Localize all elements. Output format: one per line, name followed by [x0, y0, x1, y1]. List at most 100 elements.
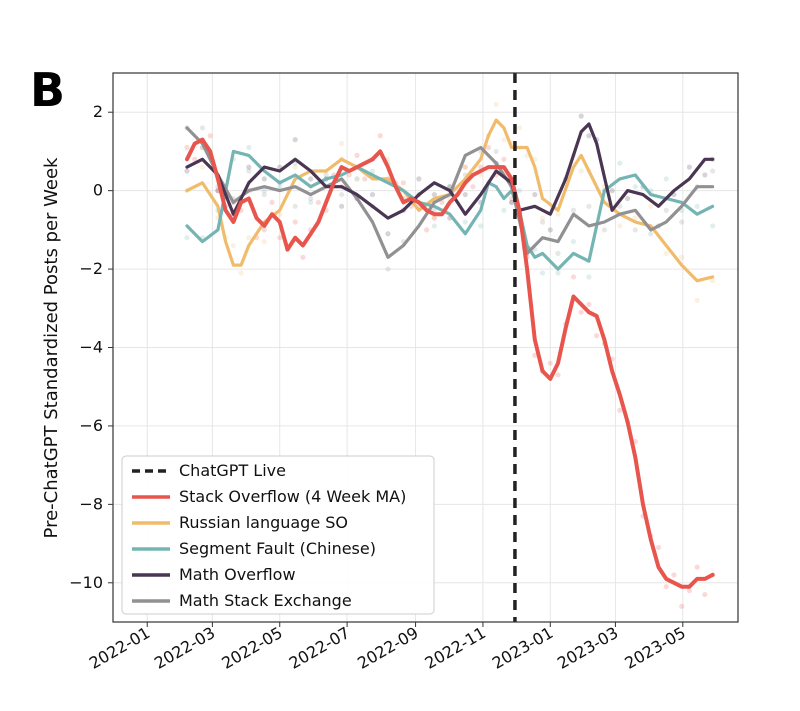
raw-point	[493, 101, 499, 107]
raw-point	[663, 207, 669, 213]
raw-point	[570, 207, 577, 213]
series-line-0	[185, 137, 715, 589]
raw-point	[230, 242, 236, 249]
raw-point	[624, 195, 631, 202]
raw-point	[617, 203, 623, 209]
x-tick-label: 2023-01	[489, 623, 556, 673]
legend-label: ChatGPT Live	[179, 461, 286, 480]
raw-point	[354, 152, 360, 158]
raw-point	[632, 215, 638, 221]
raw-point	[609, 188, 615, 194]
raw-point	[192, 156, 198, 162]
raw-point	[308, 176, 314, 182]
raw-point	[601, 227, 607, 233]
raw-point	[478, 223, 484, 229]
legend-label: Stack Overflow (4 Week MA)	[179, 487, 406, 506]
raw-point	[300, 254, 306, 260]
raw-point	[694, 203, 700, 209]
raw-point	[292, 164, 298, 170]
raw-point	[663, 176, 669, 182]
legend-label: Math Stack Exchange	[179, 591, 352, 610]
raw-point	[555, 372, 561, 378]
raw-point	[686, 164, 693, 170]
raw-point	[439, 199, 445, 206]
raw-point	[555, 270, 561, 276]
raw-point	[462, 164, 468, 170]
raw-point	[308, 199, 314, 206]
y-tick-label: 0	[93, 181, 103, 200]
raw-point	[632, 184, 638, 190]
raw-point	[702, 172, 708, 178]
y-tick-label: 2	[93, 102, 103, 121]
raw-point	[354, 176, 360, 182]
raw-point	[710, 223, 716, 229]
raw-point	[277, 184, 283, 190]
raw-point	[246, 235, 252, 241]
raw-point	[369, 168, 376, 174]
raw-point	[671, 572, 677, 578]
raw-point	[632, 227, 638, 233]
raw-point	[694, 564, 700, 570]
raw-point	[539, 270, 546, 276]
y-tick-label: −10	[69, 573, 103, 592]
raw-point	[663, 584, 669, 590]
raw-point	[338, 140, 345, 147]
raw-point	[555, 211, 561, 217]
raw-point	[586, 133, 592, 139]
series-line-3	[185, 122, 715, 220]
raw-point	[509, 199, 515, 206]
raw-point	[547, 227, 553, 233]
raw-point	[431, 223, 437, 229]
raw-point	[485, 144, 492, 151]
raw-point	[338, 191, 345, 198]
raw-point	[261, 191, 267, 198]
raw-point	[277, 235, 283, 241]
raw-point	[246, 144, 252, 151]
raw-point	[377, 133, 383, 139]
legend-label: Segment Fault (Chinese)	[179, 539, 376, 558]
raw-point	[338, 203, 345, 209]
raw-point	[246, 164, 252, 170]
raw-point	[702, 591, 708, 598]
x-tick-label: 2022-07	[286, 623, 353, 673]
raw-point	[594, 333, 600, 339]
raw-point	[199, 164, 206, 170]
y-tick-label: −2	[79, 259, 103, 278]
raw-point	[648, 231, 654, 237]
raw-point	[369, 191, 376, 198]
raw-point	[617, 160, 623, 166]
raw-point	[362, 176, 368, 182]
raw-point	[710, 168, 716, 174]
raw-point	[547, 360, 553, 366]
raw-point	[679, 603, 685, 609]
raw-point	[679, 219, 685, 225]
raw-point	[269, 199, 275, 206]
x-tick-label: 2023-05	[621, 623, 688, 673]
x-tick-label: 2022-11	[422, 623, 489, 673]
raw-point	[555, 250, 561, 256]
y-tick-label: −8	[79, 494, 103, 513]
raw-point	[292, 203, 298, 209]
raw-point	[516, 125, 522, 131]
x-tick-label: 2022-03	[151, 623, 218, 673]
raw-point	[261, 227, 267, 233]
raw-point	[184, 144, 190, 151]
raw-point	[308, 195, 314, 202]
x-tick-label: 2022-01	[86, 623, 153, 673]
legend: ChatGPT Live Stack Overflow (4 Week MA) Ru…	[121, 455, 435, 615]
raw-point	[509, 199, 515, 206]
panel-label: B	[30, 63, 65, 117]
y-tick-label: −6	[79, 416, 103, 435]
raw-point	[539, 215, 546, 221]
raw-point	[400, 180, 407, 186]
raw-point	[462, 219, 468, 225]
raw-point	[617, 407, 623, 413]
raw-point	[323, 172, 329, 178]
raw-point	[207, 133, 213, 139]
raw-point	[586, 203, 592, 209]
raw-point	[431, 191, 437, 198]
raw-point	[570, 239, 577, 245]
raw-point	[261, 188, 267, 194]
